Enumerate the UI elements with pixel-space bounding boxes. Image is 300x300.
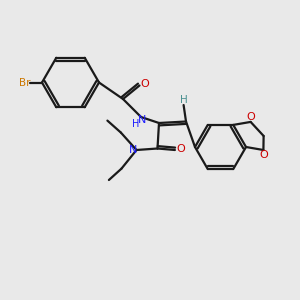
Text: H: H [180, 95, 188, 105]
Text: O: O [247, 112, 255, 122]
Text: O: O [259, 150, 268, 160]
Text: O: O [176, 144, 185, 154]
Text: N: N [129, 145, 138, 155]
Text: Br: Br [19, 77, 31, 88]
Text: N: N [138, 115, 147, 125]
Text: H: H [132, 118, 139, 129]
Text: O: O [140, 79, 149, 89]
